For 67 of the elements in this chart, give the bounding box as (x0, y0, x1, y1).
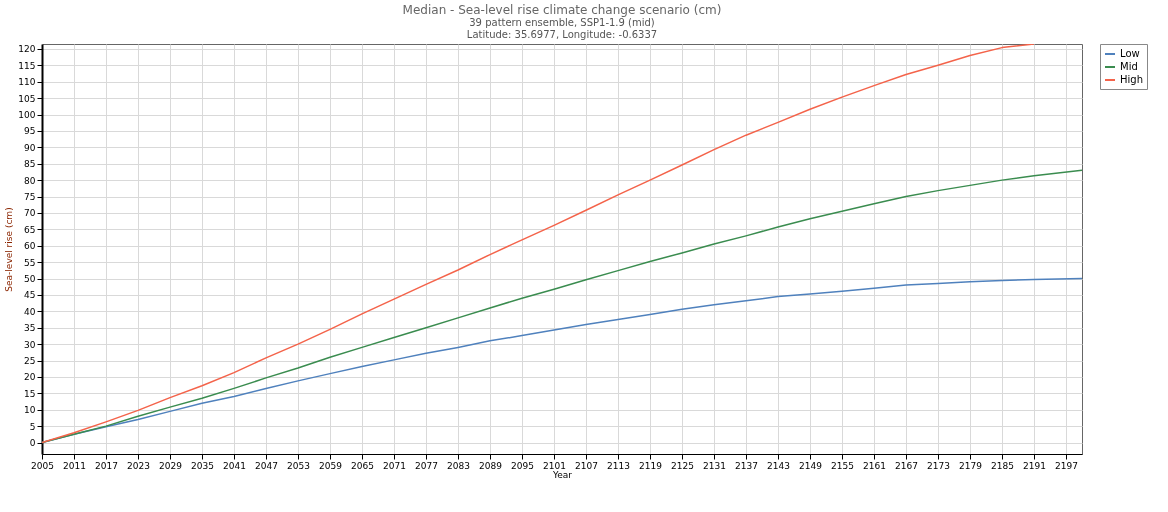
y-tick-label: 80 (24, 175, 36, 186)
chart-subtitle: 39 pattern ensemble, SSP1-1.9 (mid) (469, 16, 655, 28)
y-tick-label: 5 (29, 421, 36, 432)
x-tick-label: 2149 (799, 460, 823, 471)
x-tick-label: 2161 (863, 460, 886, 471)
x-tick-label: 2059 (319, 460, 343, 471)
y-tick-label: 25 (24, 356, 36, 367)
y-tick-label: 15 (24, 388, 36, 399)
x-axis-title: Year (551, 469, 573, 480)
x-tick-label: 2191 (1023, 460, 1046, 471)
y-tick-label: 55 (24, 257, 36, 268)
y-tick-label: 95 (24, 126, 36, 137)
y-tick-label: 20 (24, 372, 36, 383)
x-tick-label: 2113 (607, 460, 630, 471)
y-tick-label: 85 (24, 159, 36, 170)
x-tick-label: 2197 (1055, 460, 1078, 471)
y-tick-label: 10 (24, 405, 36, 416)
x-tick-label: 2089 (479, 460, 503, 471)
x-tick-label: 2131 (703, 460, 726, 471)
y-tick-label: 60 (24, 241, 36, 252)
x-tick-label: 2083 (447, 460, 470, 471)
x-tick-label: 2005 (31, 460, 54, 471)
y-tick-label: 35 (24, 323, 36, 334)
text: Latitude: 35.6977, Longitude: -0.6337 (466, 28, 658, 40)
x-tick-label: 2095 (511, 460, 534, 471)
y-tick-label: 105 (18, 93, 36, 104)
y-tick-label: 45 (24, 290, 36, 301)
x-tick-label: 2179 (959, 460, 983, 471)
x-tick-label: 2119 (639, 460, 663, 471)
y-tick-label: 0 (29, 438, 36, 449)
x-tick-label: 2143 (767, 460, 790, 471)
x-tick-label: 2065 (351, 460, 374, 471)
y-tick-label: 110 (18, 77, 36, 88)
legend-label: Low (1120, 48, 1140, 59)
x-tick-label: 2053 (287, 460, 310, 471)
x-tick-label: 2047 (255, 460, 278, 471)
x-tick-label: 2035 (191, 460, 214, 471)
y-tick-label: 115 (18, 60, 36, 71)
x-tick-label: 2101 (543, 460, 566, 471)
x-tick-label: 2173 (927, 460, 950, 471)
y-tick-label: 120 (18, 44, 36, 55)
y-tick-label: 70 (24, 208, 36, 219)
y-tick-label: 40 (24, 306, 36, 317)
y-tick-label: 65 (24, 224, 36, 235)
y-tick-label: 30 (24, 339, 36, 350)
x-tick-label: 2155 (831, 460, 854, 471)
chart-title: Median - Sea-level rise climate change scenario (cm) (402, 2, 722, 17)
x-tick-label: 2017 (95, 460, 118, 471)
x-tick-label: 2125 (671, 460, 694, 471)
y-tick-label: 50 (24, 274, 36, 285)
x-tick-label: 2077 (415, 460, 438, 471)
legend-label: Mid (1120, 61, 1138, 72)
x-tick-label: 2185 (991, 460, 1014, 471)
y-axis-title: Sea-level rise (cm) (4, 207, 15, 292)
x-tick-label: 2023 (127, 460, 150, 471)
y-tick-label: 100 (18, 110, 36, 121)
x-tick-label: 2137 (735, 460, 758, 471)
x-tick-label: 2071 (383, 460, 406, 471)
x-tick-label: 2029 (159, 460, 183, 471)
x-tick-label: 2011 (63, 460, 86, 471)
line-series (42, 44, 1035, 444)
legend-label: High (1120, 74, 1143, 85)
y-tick-label: 90 (24, 142, 36, 153)
y-tick-label: 75 (24, 192, 36, 203)
x-tick-label: 2041 (223, 460, 246, 471)
x-tick-label: 2167 (895, 460, 918, 471)
x-tick-label: 2107 (575, 460, 598, 471)
